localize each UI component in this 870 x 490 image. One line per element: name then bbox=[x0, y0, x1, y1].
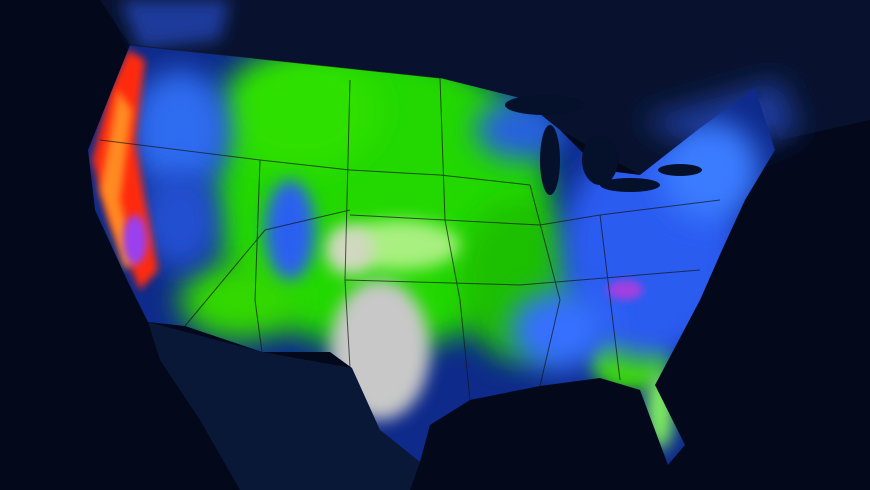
precip-blue-nevada bbox=[140, 170, 220, 270]
precip-blue-northwest bbox=[130, 70, 230, 190]
precip-purple-sierra bbox=[123, 215, 147, 265]
canada-landmass bbox=[0, 0, 870, 175]
state-borders bbox=[99, 44, 721, 401]
precip-blue-northeast bbox=[660, 120, 760, 220]
great-lakes bbox=[505, 95, 702, 195]
mexico-landmass bbox=[148, 322, 420, 490]
precip-gray-colorado bbox=[325, 225, 375, 275]
precip-green-arizona bbox=[180, 260, 300, 340]
canada-precip-west bbox=[120, 0, 230, 50]
precip-green-montana bbox=[220, 50, 380, 170]
precip-blue-southeast bbox=[510, 290, 610, 370]
precip-purple-appalachia bbox=[607, 280, 643, 300]
precip-blue-rockies bbox=[265, 180, 315, 280]
